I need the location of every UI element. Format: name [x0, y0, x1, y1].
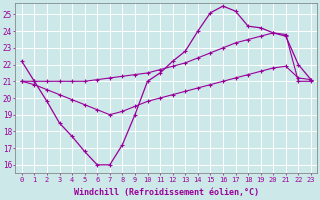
- X-axis label: Windchill (Refroidissement éolien,°C): Windchill (Refroidissement éolien,°C): [74, 188, 259, 197]
